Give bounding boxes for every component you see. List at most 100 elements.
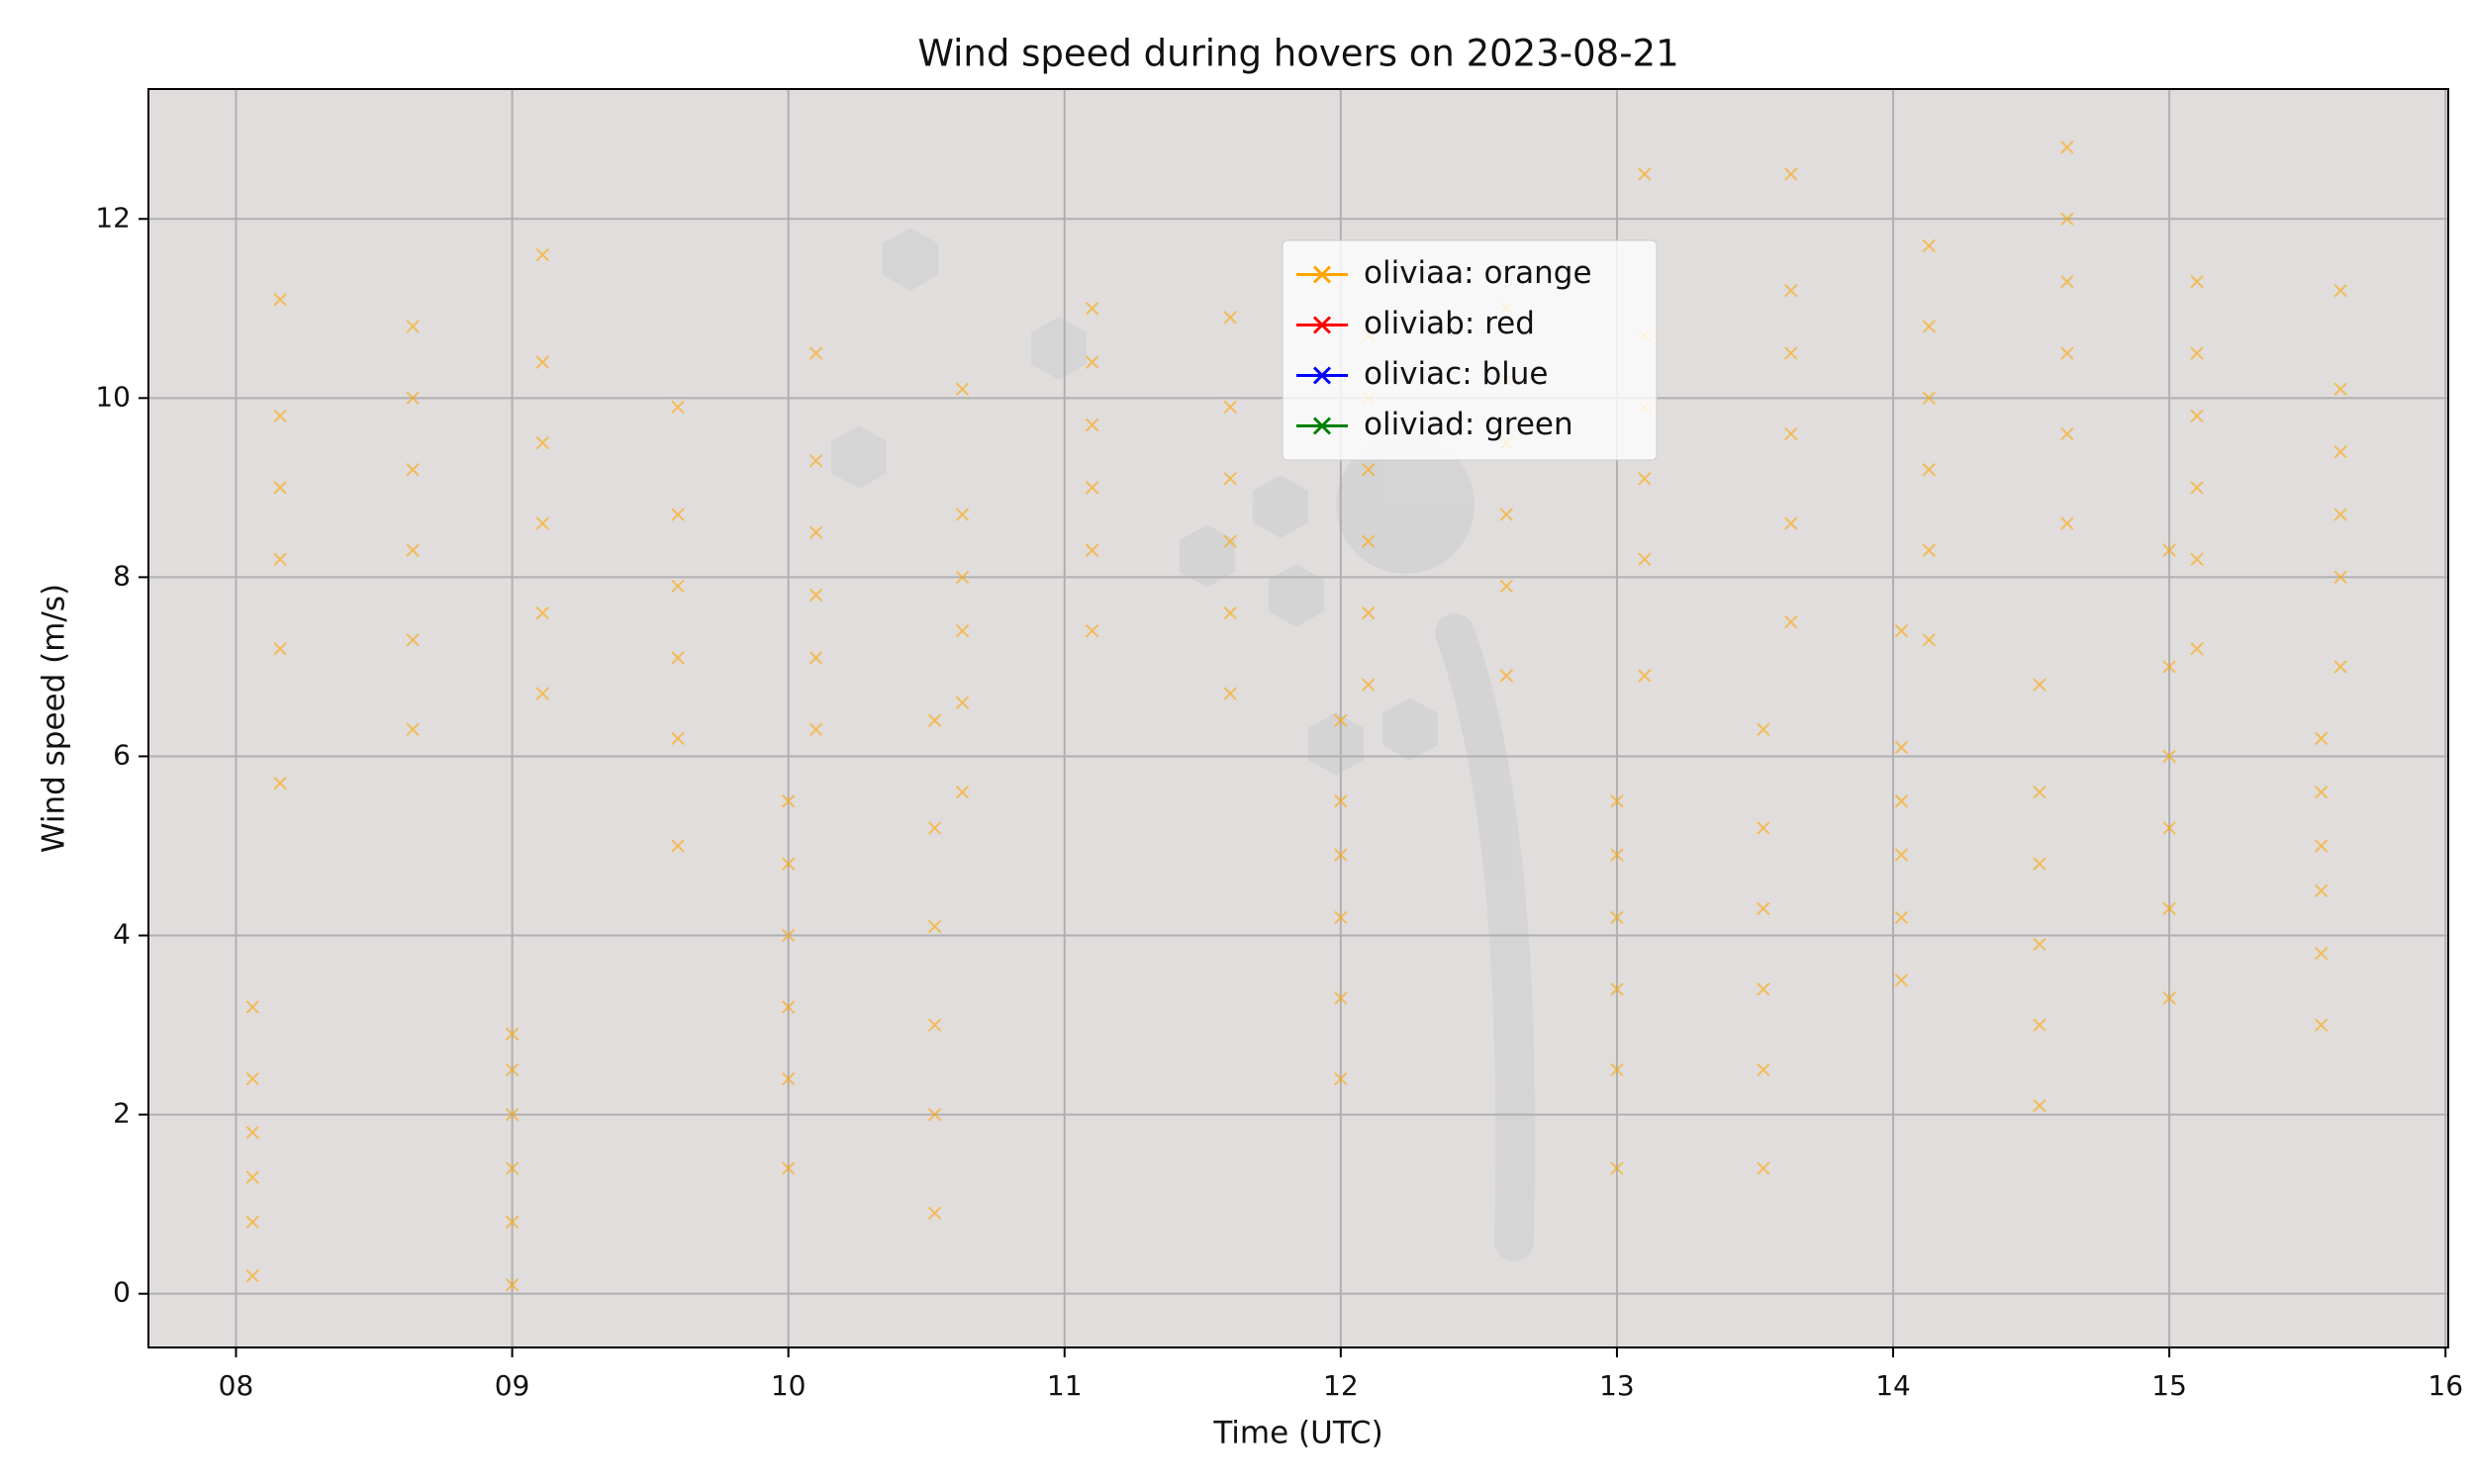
point <box>927 919 942 934</box>
point <box>273 642 287 656</box>
point <box>1610 982 1624 996</box>
legend: oliviaa: orange oliviab: red oliviac: blue… <box>1282 239 1658 461</box>
point <box>1362 678 1376 692</box>
point <box>1085 624 1099 638</box>
point <box>927 1018 942 1032</box>
point <box>781 1071 796 1086</box>
point <box>245 1071 259 1086</box>
point <box>273 776 287 790</box>
point <box>535 247 549 262</box>
x-tick-label: 14 <box>1875 1369 1911 1402</box>
point <box>1894 974 1909 987</box>
legend-label: oliviaa: orange <box>1364 255 1592 291</box>
point <box>273 293 287 307</box>
point <box>1223 400 1237 415</box>
point <box>927 821 942 835</box>
y-tick-label: 6 <box>113 738 131 771</box>
point <box>2333 660 2347 674</box>
point <box>535 687 549 700</box>
point <box>2333 570 2347 585</box>
point <box>2333 444 2347 459</box>
point <box>2033 937 2046 952</box>
point <box>1638 552 1652 567</box>
point <box>671 579 685 594</box>
point <box>406 463 420 477</box>
point <box>406 543 420 557</box>
point <box>2314 731 2329 746</box>
point <box>505 1107 520 1122</box>
point <box>245 1170 259 1184</box>
point <box>2033 1098 2046 1113</box>
legend-marker <box>1312 265 1332 284</box>
point <box>1085 302 1099 316</box>
point <box>2333 283 2347 298</box>
point <box>1922 320 1937 333</box>
y-tick-label: 10 <box>95 380 131 413</box>
point <box>2060 140 2074 154</box>
point <box>955 382 970 396</box>
point <box>671 508 685 521</box>
point <box>1334 848 1348 862</box>
point <box>2162 821 2176 835</box>
point <box>1334 910 1348 925</box>
point <box>273 481 287 495</box>
x-axis-label: Time (UTC) <box>1212 1416 1382 1451</box>
point <box>927 1107 942 1122</box>
y-tick-label: 8 <box>113 559 131 592</box>
point <box>1894 848 1909 862</box>
legend-marker <box>1312 316 1332 334</box>
point <box>2190 481 2204 495</box>
point <box>2033 678 2046 692</box>
point <box>2333 508 2347 521</box>
point <box>671 839 685 853</box>
point <box>1757 722 1770 737</box>
point <box>2162 991 2176 1005</box>
point <box>1223 534 1237 548</box>
point <box>2314 883 2329 897</box>
point <box>2060 346 2074 360</box>
point <box>2314 785 2329 799</box>
point <box>1757 821 1770 835</box>
point <box>273 409 287 423</box>
point <box>671 400 685 415</box>
point <box>245 1268 259 1283</box>
y-tick-label: 0 <box>113 1276 131 1309</box>
point <box>1922 633 1937 647</box>
point <box>1610 794 1624 808</box>
y-tick-label: 2 <box>113 1097 131 1130</box>
point <box>1784 283 1798 298</box>
point <box>2060 516 2074 530</box>
point <box>2190 346 2204 360</box>
point <box>809 722 823 737</box>
point <box>809 346 823 360</box>
x-tick-label: 11 <box>1047 1369 1083 1402</box>
point <box>1334 794 1348 808</box>
point <box>245 1215 259 1229</box>
legend-label: oliviab: red <box>1364 306 1535 341</box>
x-tick-label: 13 <box>1599 1369 1635 1402</box>
point <box>1610 1161 1624 1175</box>
x-tick-label: 09 <box>495 1369 530 1402</box>
point <box>1362 463 1376 477</box>
legend-marker <box>1312 366 1332 385</box>
point <box>809 651 823 665</box>
point <box>809 454 823 468</box>
point <box>2333 382 2347 396</box>
point <box>2162 660 2176 674</box>
point <box>1499 508 1514 521</box>
point <box>1085 543 1099 557</box>
y-tick-label: 4 <box>113 918 131 951</box>
point <box>1757 982 1770 996</box>
point <box>2314 946 2329 961</box>
point <box>245 1126 259 1140</box>
legend-label: oliviad: green <box>1364 407 1573 442</box>
point <box>781 1000 796 1014</box>
point <box>2162 543 2176 557</box>
point <box>535 516 549 530</box>
point <box>1922 463 1937 477</box>
point <box>781 928 796 943</box>
point <box>406 722 420 737</box>
point <box>1362 534 1376 548</box>
point <box>505 1161 520 1175</box>
